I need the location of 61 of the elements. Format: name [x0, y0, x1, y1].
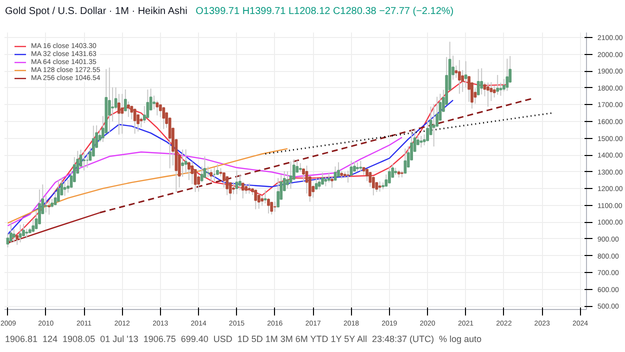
candlestick: [264, 190, 267, 204]
candlestick: [426, 119, 429, 142]
candlestick: [142, 106, 146, 124]
candlestick: [12, 228, 16, 243]
line-series: [7, 100, 454, 235]
candlestick: [130, 106, 134, 120]
candlestick: [56, 180, 60, 202]
candlestick: [127, 101, 130, 118]
candlestick: [486, 82, 490, 108]
candlestick: [206, 166, 210, 178]
text: O1399.71 H1399.71 L1208.12 C1280.38 −27.77 (−2.12%): [196, 6, 454, 17]
candlestick: [18, 224, 22, 243]
candlestick: [346, 170, 350, 184]
candlestick: [133, 108, 136, 134]
candlestick: [257, 193, 260, 210]
candlestick: [111, 86, 114, 122]
candlestick: [203, 156, 206, 178]
candlestick: [273, 201, 276, 212]
candlestick: [458, 60, 461, 94]
candlestick: [238, 174, 242, 191]
candlestick: [248, 182, 251, 194]
candlestick: [254, 190, 258, 210]
candlestick: [25, 228, 28, 239]
candlestick: [235, 170, 238, 195]
candlestick: [210, 168, 213, 182]
candlestick: [353, 160, 356, 172]
candlestick: [120, 93, 124, 134]
candlestick: [324, 176, 328, 187]
line-series: [7, 136, 403, 226]
candlestick: [226, 176, 229, 196]
candlestick: [244, 184, 248, 194]
candlestick: [330, 176, 334, 188]
candlestick: [92, 125, 95, 157]
candlestick: [108, 67, 111, 133]
candlestick: [337, 162, 340, 177]
candlestick: [66, 179, 70, 194]
candlestick: [366, 168, 368, 182]
candlestick: [480, 68, 484, 95]
candlestick: [222, 172, 226, 188]
text: 1906.81 124 1908.05 01 Jul '13 1906.75 699.40 USD 1D 5D 1M 3M 6M YTD 1Y 5Y All 23:48:37 (UTC) % log auto: [5, 334, 482, 344]
candlestick: [368, 172, 372, 188]
candlestick: [388, 166, 391, 184]
candlestick: [384, 174, 388, 187]
candlestick: [420, 135, 423, 148]
candlestick: [506, 58, 509, 92]
candlestick: [63, 180, 66, 196]
candlestick: [44, 194, 48, 213]
candlestick: [464, 60, 468, 88]
candlestick: [270, 202, 274, 215]
candlestick: [359, 160, 362, 172]
candlestick: [32, 218, 35, 233]
candlestick: [158, 104, 162, 118]
candlestick: [378, 180, 382, 192]
candlestick: [496, 74, 500, 96]
line-series: [7, 148, 288, 224]
candlestick: [404, 148, 407, 174]
candlestick: [82, 150, 86, 171]
chart-title: Gold Spot / U.S. Dollar · 1M · Heikin Ashi: [5, 6, 188, 17]
candlestick: [162, 106, 166, 130]
candlestick: [181, 149, 184, 178]
candlestick: [318, 178, 321, 190]
